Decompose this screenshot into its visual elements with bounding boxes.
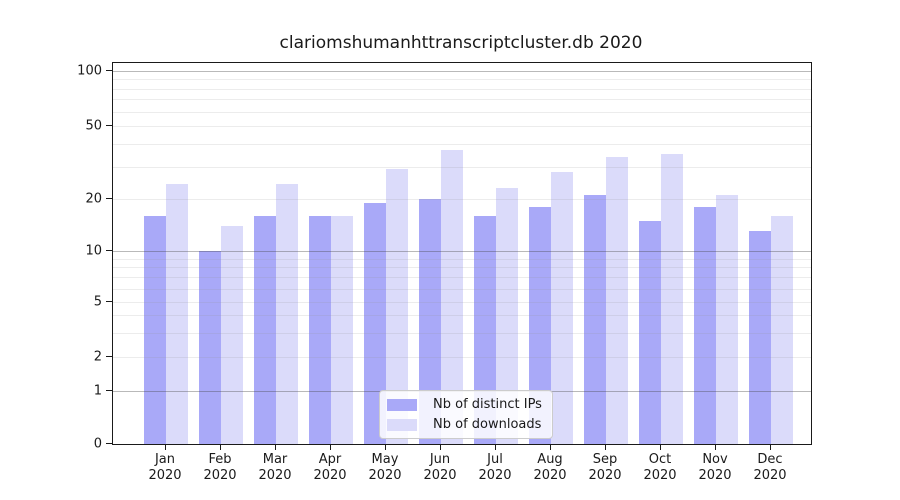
x-tick-label-jul: Jul 2020 [478,452,512,484]
x-tick-mark-oct [660,444,661,450]
x-tick-label-sep: Sep 2020 [588,452,622,484]
y-tick-mark-10 [106,250,112,251]
y-tick-mark-2 [106,356,112,357]
bar-sep-downloads [606,156,628,444]
legend-label-downloads: Nb of downloads [433,417,542,432]
gridline-60 [113,112,811,113]
x-tick-label-feb: Feb 2020 [203,452,237,484]
x-tick-mark-sep [605,444,606,450]
y-tick-label-20: 20 [85,191,102,207]
y-tick-label-10: 10 [85,243,102,259]
x-tick-mark-jan [165,444,166,450]
bar-jul-downloads [496,187,518,444]
bar-feb-downloads [221,225,243,444]
y-tick-label-100: 100 [77,63,102,79]
bar-feb-distinct-ips [199,251,221,444]
plot-area: Nb of distinct IPs Nb of downloads [112,62,812,445]
x-tick-label-mar: Mar 2020 [258,452,292,484]
chart-title: clariomshumanhttranscriptcluster.db 2020 [279,33,643,53]
legend: Nb of distinct IPs Nb of downloads [379,390,553,439]
bar-oct-downloads [661,154,683,444]
x-tick-label-nov: Nov 2020 [698,452,732,484]
y-tick-mark-20 [106,198,112,199]
y-tick-label-2: 2 [93,349,102,365]
x-tick-label-apr: Apr 2020 [313,452,347,484]
legend-item-downloads: Nb of downloads [387,417,542,432]
x-tick-label-oct: Oct 2020 [643,452,677,484]
bar-mar-downloads [276,184,298,444]
gridline-10 [113,251,811,252]
gridline-8 [113,267,811,268]
gridline-100 [113,71,811,72]
gridline-3 [113,333,811,334]
gridline-6 [113,289,811,290]
bar-jun-downloads [441,150,463,444]
bar-dec-downloads [771,215,793,444]
y-tick-label-0: 0 [93,436,102,452]
gridline-90 [113,79,811,80]
y-tick-mark-5 [106,301,112,302]
gridline-50 [113,126,811,127]
bar-jun-distinct-ips [419,199,441,444]
x-tick-label-may: May 2020 [368,452,402,484]
x-tick-mark-feb [220,444,221,450]
bar-jan-distinct-ips [144,215,166,444]
bar-dec-distinct-ips [749,231,771,444]
legend-item-distinct-ips: Nb of distinct IPs [387,397,542,412]
legend-swatch-distinct-ips [387,398,417,411]
y-tick-label-1: 1 [93,383,102,399]
bar-mar-distinct-ips [254,215,276,444]
bar-nov-downloads [716,195,738,444]
x-tick-mark-mar [275,444,276,450]
bar-aug-distinct-ips [529,206,551,444]
x-tick-mark-dec [770,444,771,450]
bar-aug-downloads [551,172,573,444]
gridline-2 [113,357,811,358]
x-tick-mark-jun [440,444,441,450]
bar-jul-distinct-ips [474,215,496,444]
bar-apr-downloads [331,215,353,444]
gridline-9 [113,259,811,260]
bar-may-downloads [386,169,408,444]
x-tick-label-jan: Jan 2020 [148,452,182,484]
gridline-30 [113,167,811,168]
bar-jan-downloads [166,184,188,444]
gridline-80 [113,89,811,90]
x-tick-mark-aug [550,444,551,450]
y-tick-mark-100 [106,70,112,71]
x-tick-mark-jul [495,444,496,450]
legend-swatch-downloads [387,418,417,431]
y-tick-label-5: 5 [93,294,102,310]
bar-oct-distinct-ips [639,220,661,444]
x-tick-mark-may [385,444,386,450]
x-tick-label-dec: Dec 2020 [753,452,787,484]
y-tick-label-50: 50 [85,118,102,134]
bar-apr-distinct-ips [309,215,331,444]
x-tick-label-jun: Jun 2020 [423,452,457,484]
x-tick-label-aug: Aug 2020 [533,452,567,484]
gridline-40 [113,144,811,145]
y-tick-mark-0 [106,443,112,444]
gridline-7 [113,277,811,278]
bar-may-distinct-ips [364,202,386,444]
y-tick-mark-50 [106,125,112,126]
legend-label-distinct-ips: Nb of distinct IPs [433,397,542,412]
x-tick-mark-apr [330,444,331,450]
gridline-20 [113,199,811,200]
gridline-5 [113,302,811,303]
gridline-70 [113,99,811,100]
x-tick-mark-nov [715,444,716,450]
bar-nov-distinct-ips [694,206,716,444]
y-tick-mark-1 [106,390,112,391]
bar-sep-distinct-ips [584,195,606,444]
gridline-4 [113,315,811,316]
